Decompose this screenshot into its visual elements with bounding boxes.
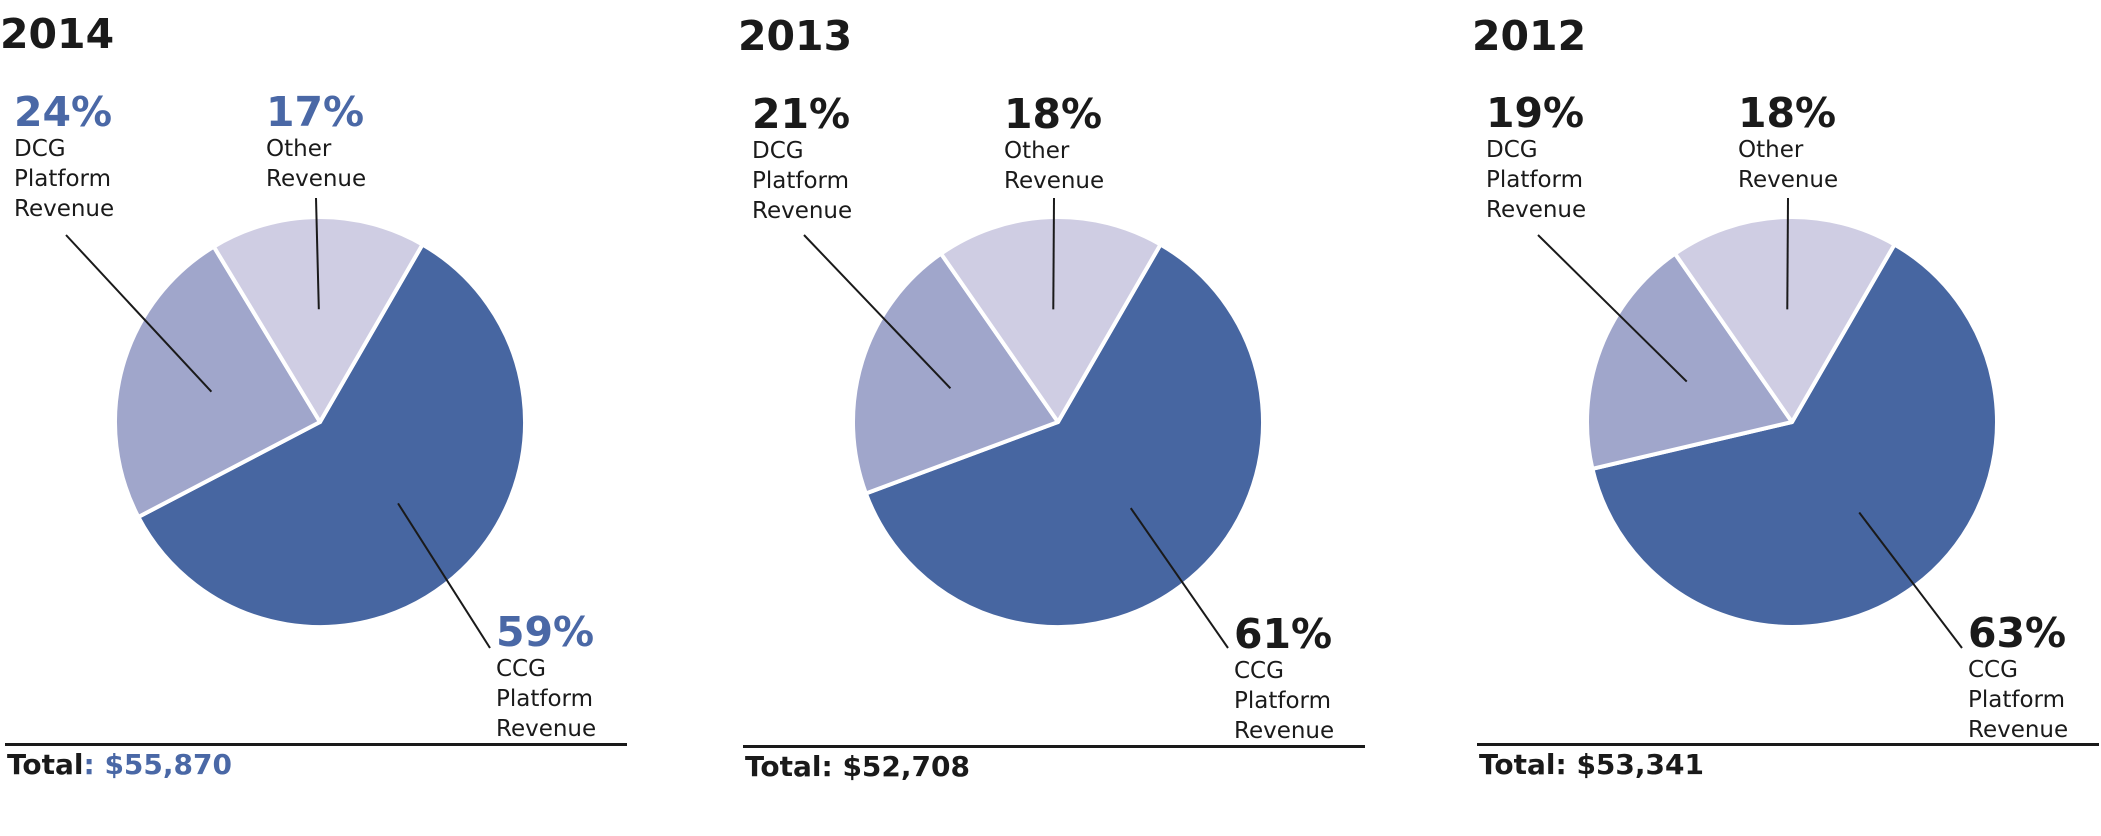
ccg-percent: 61%	[1234, 610, 1333, 658]
pie-panel-2014: 2014 24% DCG Platform Revenue 17% Other …	[0, 0, 640, 800]
dcg-label: DCG Platform Revenue	[1486, 137, 1587, 223]
total-prefix: Total	[745, 750, 822, 783]
other-percent: 17%	[266, 88, 365, 136]
total-value: : $53,341	[1555, 748, 1704, 781]
pie-chart	[1537, 197, 1999, 649]
chart-title: 2012	[1472, 12, 1587, 60]
slice-dcg	[1585, 251, 1794, 471]
ccg-percent: 63%	[1968, 609, 2067, 657]
leader-line-dcg	[803, 234, 952, 389]
slice-ccg	[863, 242, 1265, 629]
dcg-label: DCG Platform Revenue	[14, 136, 115, 222]
slice-dcg	[113, 244, 322, 519]
dcg-percent: 24%	[14, 88, 113, 136]
baseline-rule	[1477, 743, 2099, 746]
total-value: : $52,708	[821, 750, 970, 783]
slice-dcg	[851, 251, 1060, 496]
leader-line-ccg	[1129, 507, 1229, 649]
baseline-rule	[5, 743, 627, 746]
chart-title: 2013	[738, 12, 853, 60]
ccg-label: CCG Platform Revenue	[496, 656, 597, 742]
baseline-rule	[743, 745, 1365, 748]
other-label: Other Revenue	[266, 136, 367, 192]
other-label: Other Revenue	[1738, 137, 1839, 193]
pie-chart	[65, 197, 527, 649]
leader-line-other	[1052, 197, 1055, 310]
other-percent: 18%	[1004, 90, 1103, 138]
ccg-label: CCG Platform Revenue	[1968, 657, 2069, 743]
pie-panel-2012: 2012 19% DCG Platform Revenue 18% Other …	[1472, 0, 2101, 800]
dcg-percent: 19%	[1486, 89, 1585, 137]
slice-other	[1673, 215, 1897, 424]
ccg-label: CCG Platform Revenue	[1234, 658, 1335, 744]
dcg-label: DCG Platform Revenue	[752, 138, 853, 224]
total-text: Total: $55,870	[7, 748, 232, 781]
total-text: Total: $53,341	[1479, 748, 1704, 781]
leader-line-ccg	[1858, 511, 1963, 649]
dcg-percent: 21%	[752, 90, 851, 138]
other-percent: 18%	[1738, 89, 1837, 137]
pie-panel-2013: 2013 21% DCG Platform Revenue 18% Other …	[738, 0, 1378, 800]
pie-chart	[803, 197, 1265, 649]
total-prefix: Total	[1479, 748, 1556, 781]
other-label: Other Revenue	[1004, 138, 1105, 194]
slice-ccg	[136, 242, 527, 629]
total-value: : $55,870	[83, 748, 232, 781]
leader-line-other	[315, 197, 320, 310]
slice-other	[939, 215, 1163, 424]
total-prefix: Total	[7, 748, 84, 781]
total-text: Total: $52,708	[745, 750, 970, 783]
slice-other	[211, 215, 425, 424]
leader-line-dcg	[65, 234, 213, 393]
ccg-percent: 59%	[496, 608, 595, 656]
leader-line-ccg	[397, 502, 491, 649]
leader-line-other	[1786, 197, 1789, 310]
leader-line-dcg	[1537, 234, 1688, 383]
chart-title: 2014	[0, 10, 115, 58]
